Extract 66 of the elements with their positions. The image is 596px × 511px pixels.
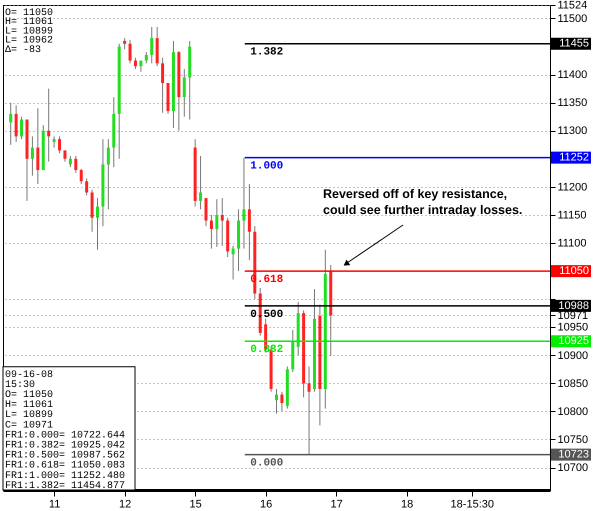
candlestick [30,136,34,176]
y-tick-label: 11524 [558,0,588,12]
candlestick [204,198,208,227]
candlestick [139,60,142,72]
candlestick [220,198,224,246]
candlestick [150,26,154,64]
x-tick-label: 18-15:30 [450,498,494,510]
candlestick [308,366,311,456]
y-tick-label: 10900 [558,350,588,362]
y-tick-label: 11100 [558,238,586,250]
candlestick [106,138,110,210]
annotation: O= 11050 H= 11061 L= 10899 L= 10962 Δ= -83 [5,8,54,56]
candlestick [182,68,186,118]
candlestick [232,245,235,280]
x-tick-label: 18 [401,498,414,510]
y-tick-label: 10700 [558,462,588,474]
y-tick-label: 10971 [558,310,588,322]
ref-line-label: 10988 [558,300,589,312]
candlestick [242,157,246,250]
candlestick [134,57,137,70]
candlestick [248,184,251,260]
candlestick [280,391,284,412]
candlestick [47,88,50,162]
ref-line-label: 11455 [559,38,589,50]
candlestick [96,198,99,250]
candlestick [275,388,278,414]
candlestick [85,178,88,196]
ref-line-label: 11252 [559,152,589,164]
x-tick-label: 12 [118,498,132,510]
ref-line-label: 10925 [558,335,589,348]
y-tick-label: 11500 [558,12,588,25]
y-tick-label: 11150 [558,209,586,222]
annotation: 0.000 [250,458,284,470]
x-tick-label: 15 [190,498,202,510]
text: 09-16-08 15:30 O= 11050 H= 11061 L= 10899 C= 10971 FR1:0.000= 10722.644 FR1:0.382= 10925.042 FR1:0.500= 10987.562 FR1:0.618= 11050.083 FR1:1.000= 11252.480 FR1:1.382= 11454.877 [5,370,126,492]
y-tick-label: 11350 [558,97,588,110]
x-tick-label: 11 [48,498,60,510]
candlestick [9,102,12,146]
candlestick [199,156,202,210]
ref-line-label: 11050 [559,265,589,278]
y-tick-label: 10800 [558,406,588,418]
candlestick [20,116,24,140]
candlestick [74,156,78,174]
candlestick [215,198,218,248]
y-tick-label: 10750 [558,434,588,446]
candlestick [52,136,56,148]
ref-line-label: 10723 [558,448,589,461]
candlestick [80,168,83,185]
y-tick-label: 10850 [558,378,588,390]
annotation: 1.382 [250,46,284,59]
y-tick-label: 10950 [558,322,588,334]
y-tick-label: 11200 [558,181,588,194]
candlestick [161,57,164,114]
x-tick-label: 17 [330,498,343,510]
y-tick-label: 11300 [558,125,588,138]
candlestick [14,104,18,142]
candlestick [210,214,213,250]
candlestick [58,136,62,154]
candlestick [128,39,132,64]
annotation: 1.000 [250,160,284,173]
annotation: Reversed off of key resistance, could see further intraday losses. [323,187,522,217]
candlestick [68,156,72,168]
candlestick [144,52,148,64]
x-tick-label: 16 [260,498,272,510]
candlestick [36,108,40,185]
y-tick-label: 11400 [558,69,588,82]
